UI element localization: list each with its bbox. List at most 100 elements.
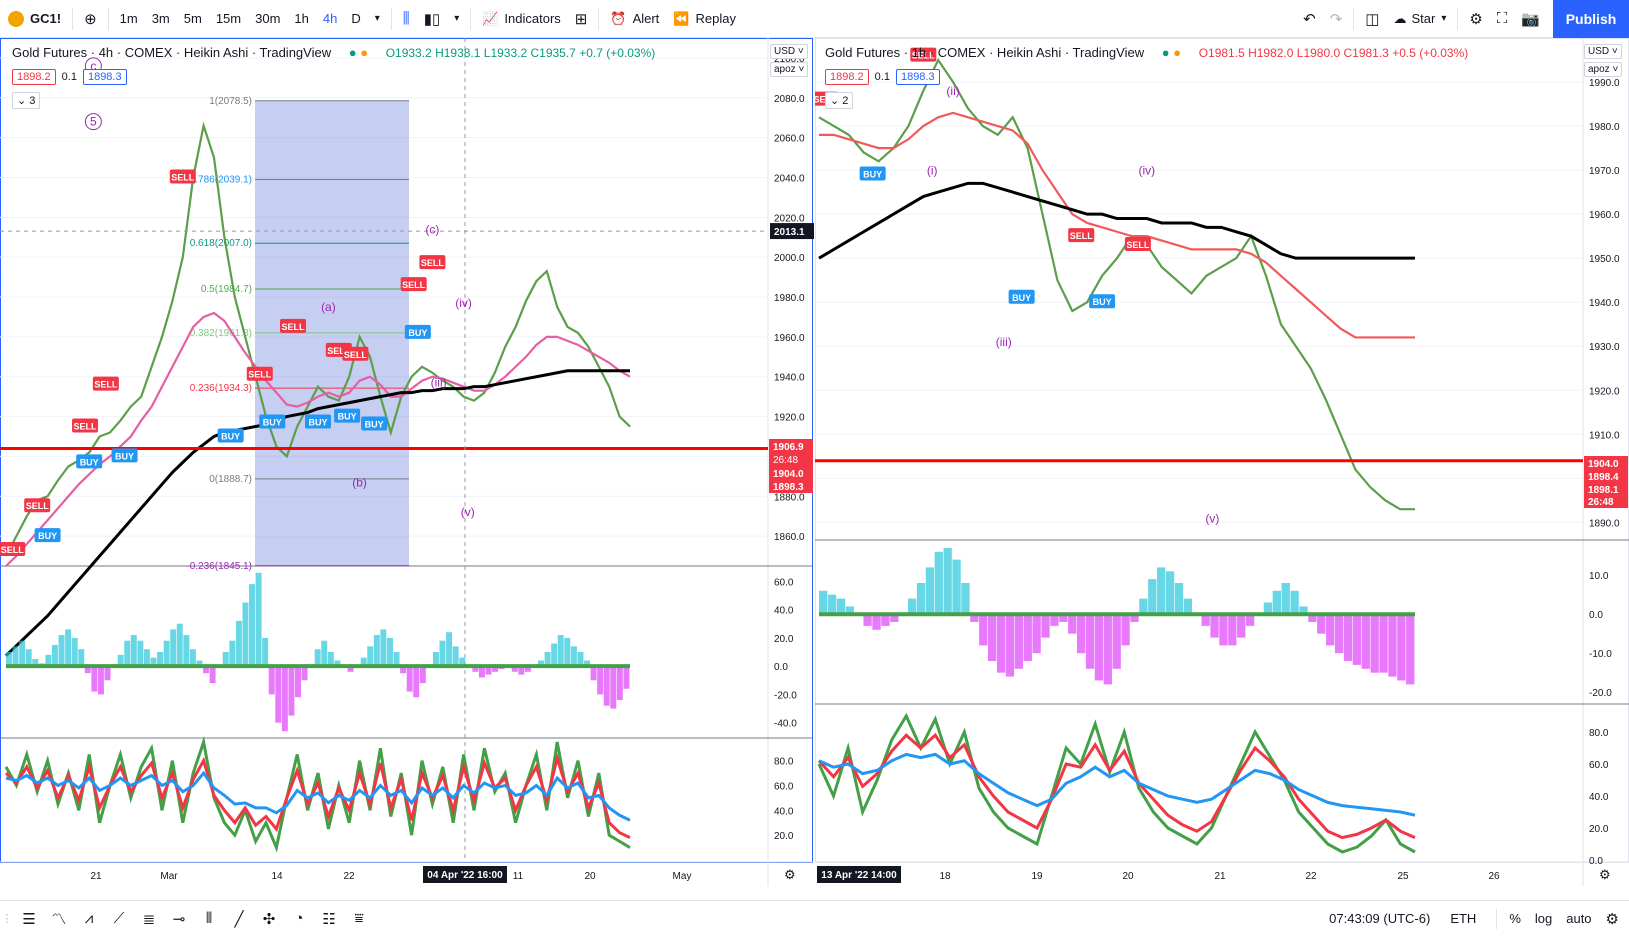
- star-button[interactable]: ☁ Star ▾: [1393, 10, 1447, 27]
- price-label-bg: [769, 479, 813, 493]
- session-button[interactable]: ETH: [1450, 911, 1477, 926]
- buy-signal-label: BUY: [308, 418, 327, 428]
- menu-icon[interactable]: ☰: [22, 910, 36, 928]
- bid-box[interactable]: 1898.2: [825, 69, 869, 85]
- waves-icon[interactable]: 〽: [51, 911, 67, 928]
- settings-icon[interactable]: ⚙: [1605, 910, 1619, 928]
- sell-signal-label: SELL: [171, 172, 195, 182]
- candle-icon[interactable]: ▮▯: [423, 10, 441, 28]
- left-collapse[interactable]: ⌄ 3: [12, 92, 41, 109]
- left-chart-title: Gold Futures · 4h · COMEX · Heikin Ashi …: [12, 45, 332, 60]
- layouts-icon[interactable]: ⊞: [574, 10, 588, 28]
- x-tick-label: 25: [1397, 871, 1409, 882]
- osc1-histogram-bar: [262, 637, 269, 667]
- chart-area: 1860.01880.01900.01920.01940.01960.01980…: [0, 38, 1629, 900]
- osc1-histogram-bar: [196, 660, 203, 667]
- buy-signal-label: BUY: [263, 418, 282, 428]
- interval-30m[interactable]: 30m: [255, 11, 281, 26]
- right-scale-button[interactable]: apoz ˅: [1584, 62, 1623, 77]
- redo-icon[interactable]: ↷: [1329, 10, 1343, 28]
- osc1-y-tick: 0.0: [774, 662, 788, 673]
- y-tick-label: 1980.0: [1589, 122, 1620, 133]
- osc1-histogram-bar: [295, 666, 301, 698]
- percent-button[interactable]: %: [1509, 911, 1521, 926]
- cloud-icon: ☁: [1393, 10, 1407, 26]
- alert-button[interactable]: ⏰ Alert: [610, 10, 660, 27]
- osc1-histogram-bar: [281, 666, 288, 732]
- interval-5m[interactable]: 5m: [183, 11, 202, 26]
- price-label-bg: [769, 466, 813, 480]
- right-collapse[interactable]: ⌄ 2: [825, 92, 854, 109]
- crosshair-time-label: 04 Apr '22 16:00: [427, 870, 503, 881]
- chevron-down-icon[interactable]: ▾: [374, 13, 380, 24]
- ask-box[interactable]: 1898.3: [895, 69, 940, 85]
- fib-level-label: 0.786(2039.1): [190, 174, 252, 185]
- osc1-histogram-bar: [551, 643, 558, 667]
- bid-box[interactable]: 1898.2: [12, 69, 56, 85]
- sell-signal-label: SELL: [344, 350, 368, 360]
- abc-icon[interactable]: ⩘: [84, 910, 94, 927]
- replay-button[interactable]: ⏪ Replay: [673, 10, 736, 27]
- log-button[interactable]: log: [1534, 911, 1553, 926]
- buy-signal-bg: [76, 454, 103, 469]
- osc1-histogram-bar: [603, 666, 610, 706]
- ask-box[interactable]: 1898.3: [82, 69, 127, 85]
- live-dot-icon: ●: [1161, 45, 1170, 60]
- delay-d-icon: ●: [360, 45, 369, 60]
- chevron-down-icon[interactable]: ▾: [454, 13, 460, 24]
- pattern-icon[interactable]: ✣: [262, 910, 276, 928]
- osc1-histogram-bar: [137, 640, 144, 667]
- plus-icon[interactable]: ⊕: [84, 10, 97, 28]
- brush-icon[interactable]: ⩸: [354, 910, 364, 927]
- buy-signal-bg: [859, 166, 886, 181]
- undo-icon[interactable]: ↶: [1303, 10, 1316, 28]
- price-label: 1906.9: [773, 442, 804, 453]
- left-currency-button[interactable]: USD ˅: [770, 44, 808, 59]
- left-chart-svg[interactable]: 1860.01880.01900.01920.01940.01960.01980…: [0, 38, 815, 900]
- chevron-down-icon: ˅: [1611, 46, 1618, 57]
- fib-level-label: 0.618(2007.0): [190, 238, 252, 249]
- osc1-histogram-bar: [1059, 614, 1068, 622]
- osc1-histogram-bar: [1174, 583, 1184, 615]
- osc1-histogram-bar: [170, 629, 177, 667]
- interval-4h[interactable]: 4h: [322, 11, 338, 26]
- interval-15m[interactable]: 15m: [215, 11, 242, 26]
- channel-icon[interactable]: ☷: [322, 910, 336, 928]
- osc1-histogram-bar: [1041, 614, 1050, 638]
- bars-icon[interactable]: ⫴: [205, 910, 213, 927]
- camera-icon[interactable]: 📷: [1521, 10, 1540, 28]
- right-chart-svg[interactable]: 1890.01900.01910.01920.01930.01940.01950…: [815, 38, 1629, 900]
- y-tick-label: 1970.0: [1589, 166, 1620, 177]
- buy-signal-label: BUY: [408, 328, 427, 338]
- ray-icon[interactable]: ╱: [234, 910, 244, 928]
- auto-button[interactable]: auto: [1566, 911, 1592, 926]
- line-tool-icon[interactable]: ⟋: [113, 910, 125, 927]
- symbol-search[interactable]: GC1!: [30, 11, 62, 26]
- interval-d[interactable]: D: [351, 11, 361, 26]
- fib-icon[interactable]: ≣: [142, 910, 156, 928]
- bar-style-icon[interactable]: ⫼: [402, 10, 410, 27]
- settings-icon[interactable]: ⚙: [1469, 10, 1483, 28]
- hline-icon[interactable]: ⊸: [172, 910, 186, 928]
- osc1-histogram-bar: [1361, 614, 1370, 669]
- osc1-histogram-bar: [157, 652, 164, 667]
- arc-icon[interactable]: ◔: [294, 910, 304, 927]
- osc1-histogram-bar: [222, 652, 229, 667]
- wave-label: (iv): [1138, 164, 1155, 178]
- layout-icon[interactable]: ◫: [1365, 10, 1380, 28]
- osc1-histogram-bar: [1308, 614, 1317, 622]
- y-tick-label: 1860.0: [774, 532, 805, 543]
- right-currency-button[interactable]: USD ˅: [1584, 44, 1622, 59]
- sell-signal-bg: [72, 418, 99, 433]
- sell-signal-label: SELL: [1126, 240, 1150, 250]
- interval-1m[interactable]: 1m: [119, 11, 138, 26]
- osc1-histogram-bar: [845, 606, 854, 615]
- interval-1h[interactable]: 1h: [294, 11, 309, 26]
- fullscreen-icon[interactable]: ⛶: [1496, 10, 1508, 27]
- clock-time[interactable]: 07:43:09 (UTC-6): [1329, 911, 1431, 926]
- left-scale-button[interactable]: apoz ˅: [770, 62, 809, 77]
- indicators-button[interactable]: 📈 Indicators: [482, 10, 561, 27]
- publish-button[interactable]: Publish: [1553, 0, 1629, 38]
- interval-3m[interactable]: 3m: [151, 11, 170, 26]
- osc1-histogram-bar: [432, 652, 439, 667]
